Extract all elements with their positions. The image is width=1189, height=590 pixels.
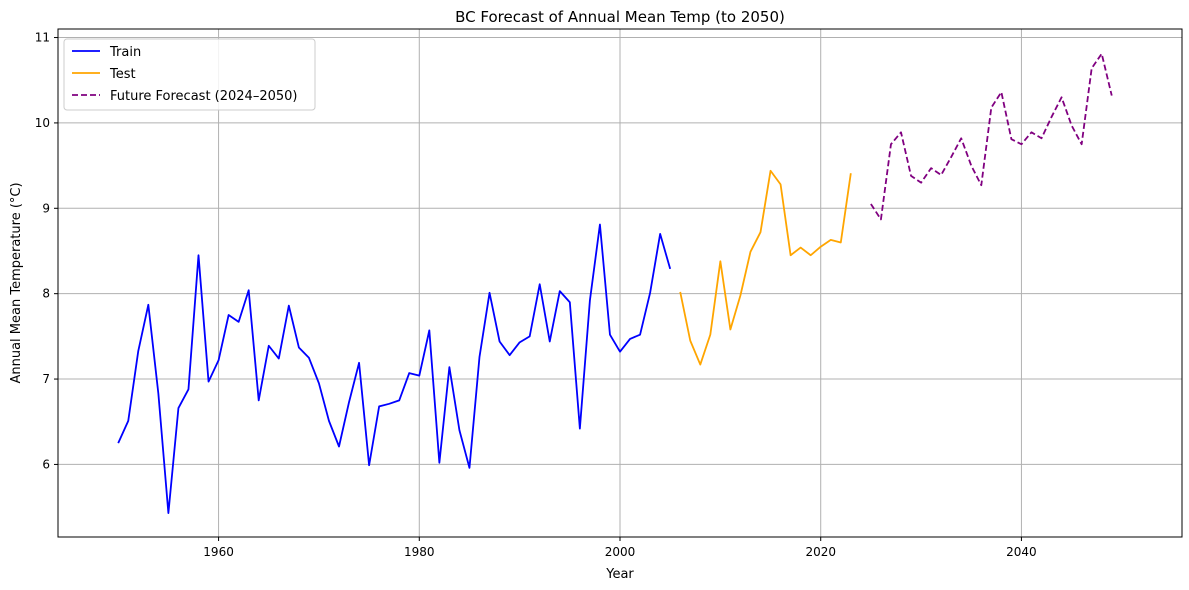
y-axis-title: Annual Mean Temperature (°C): [9, 182, 24, 383]
series-lines: [117, 52, 1113, 514]
legend-label-1: Test: [109, 67, 136, 82]
y-tick-label: 7: [42, 372, 50, 386]
series-line-0: [117, 223, 672, 514]
y-tick-label: 9: [42, 201, 50, 215]
x-tick-label: 2040: [1006, 545, 1037, 559]
chart-title: BC Forecast of Annual Mean Temp (to 2050…: [455, 8, 785, 26]
legend-label-2: Future Forecast (2024–2050): [110, 89, 297, 104]
y-tick-label: 11: [35, 31, 50, 45]
x-tick-label: 2020: [805, 545, 836, 559]
x-tick-label: 2000: [605, 545, 636, 559]
y-tick-label: 10: [35, 116, 50, 130]
legend-label-0: Train: [109, 45, 141, 60]
x-axis-ticks: 1960 1980 2000 2020 2040: [203, 537, 1037, 559]
legend: Train Test Future Forecast (2024–2050): [63, 38, 316, 111]
grid: [58, 29, 1182, 537]
legend-box: [63, 38, 316, 111]
x-tick-label: 1980: [404, 545, 435, 559]
y-axis-ticks: 6 7 8 9 10 11: [35, 31, 58, 471]
x-axis-title: Year: [605, 567, 634, 582]
x-tick-label: 1960: [203, 545, 234, 559]
y-tick-label: 6: [42, 457, 50, 471]
series-line-1: [679, 169, 852, 366]
series-line-2: [870, 52, 1113, 221]
y-tick-label: 8: [42, 287, 50, 301]
